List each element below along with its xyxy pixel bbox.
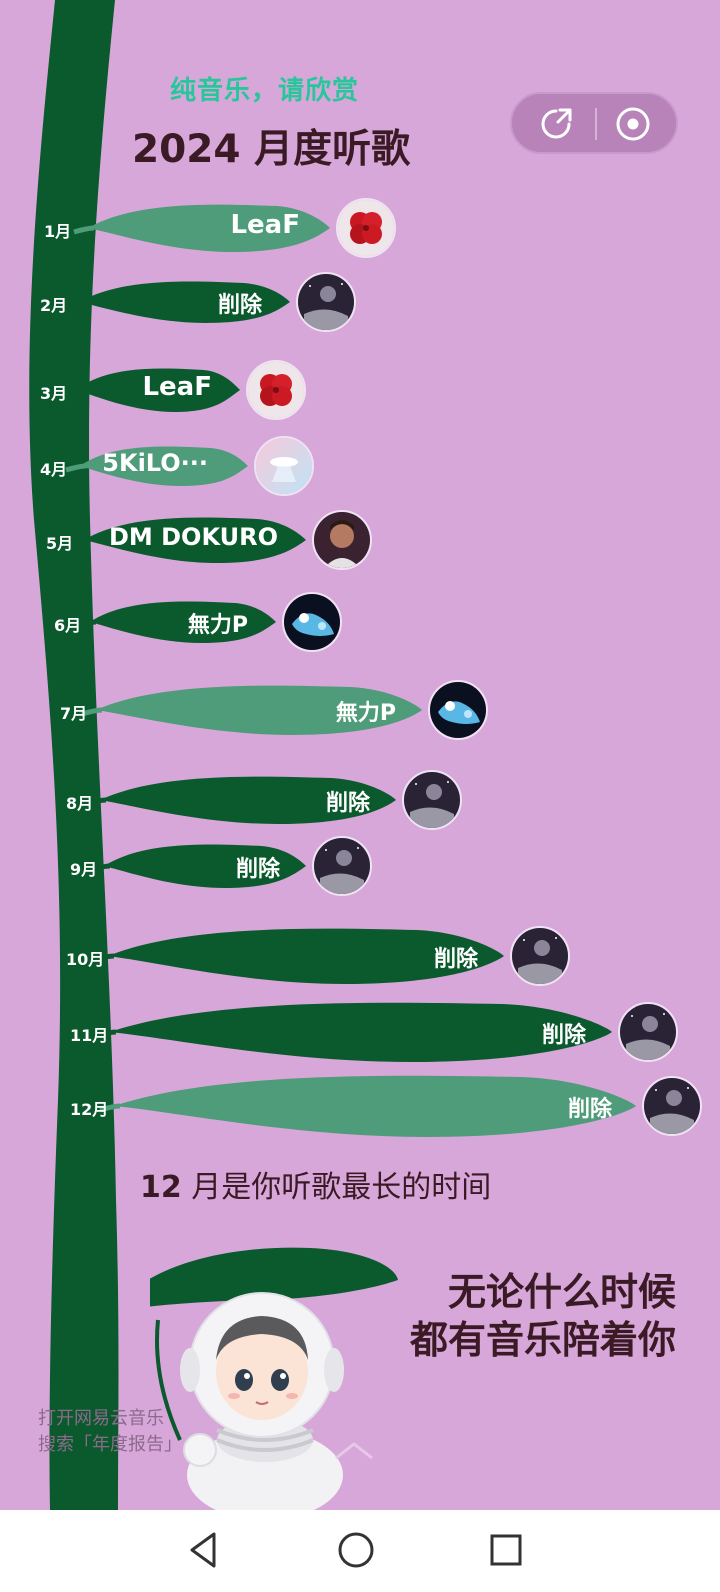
target-button[interactable] [615,106,651,142]
month-artist-name: 削除 [325,790,370,816]
month-artist-name: 削除 [235,856,280,882]
leaves-layer [61,204,636,1137]
nav-back-button[interactable] [180,1526,228,1574]
month-artist-name: LeaF [142,371,212,402]
artist-avatar[interactable] [402,770,462,830]
month-label: 9月 [70,860,98,879]
summary-text: 12 月是你听歌最长的时间 [140,1162,491,1206]
month-label: 7月 [60,704,88,723]
artist-avatar[interactable] [428,680,488,740]
hint-line-2: 搜索「年度报告」 [38,1434,182,1455]
home-circle-icon [338,1532,374,1568]
target-circle-icon [616,107,650,141]
month-artist-name: DM DOKURO [108,523,278,552]
back-triangle-icon [190,1532,216,1568]
month-leaf [96,685,422,735]
month-label: 8月 [66,794,94,813]
artist-avatar[interactable] [312,510,372,570]
toolbar-capsule [510,92,678,154]
month-leaf [84,517,306,563]
month-leaf [110,1002,612,1062]
page-title: 2024 月度听歌 [132,127,411,172]
artist-avatar[interactable] [312,836,372,896]
month-artist-name: 無力P [335,700,396,726]
artist-avatar[interactable] [642,1076,702,1136]
month-artist-name: 5KiLO··· [102,449,208,478]
nav-home-button[interactable] [332,1526,380,1574]
month-leaf [88,204,330,252]
closing-line-1: 无论什么时候 [447,1270,676,1314]
month-label: 10月 [66,950,105,969]
month-artist-name: LeaF [230,209,300,240]
month-artist-name: 削除 [217,292,262,318]
astronaut-mascot [150,1247,398,1510]
artist-avatar[interactable] [336,198,396,258]
month-artist-name: 削除 [567,1096,612,1122]
artist-avatar[interactable] [254,436,314,496]
month-leaf [90,601,276,643]
month-leaf [104,844,306,888]
toolbar-divider [595,108,597,140]
month-artist-name: 削除 [433,946,478,972]
month-artist-name: 無力P [187,612,248,638]
nav-recents-button[interactable] [482,1526,530,1574]
plant-stem [29,0,119,1510]
month-label: 5月 [46,534,74,553]
search-hint: 打开网易云音乐 搜索「年度报告」 [38,1406,182,1458]
share-arrow-icon [541,108,572,139]
summary-sentence: 月是你听歌最长的时间 [181,1170,492,1205]
tagline: 纯音乐，请欣赏 [170,76,360,106]
month-label: 4月 [40,460,68,479]
system-nav-bar [0,1510,720,1592]
month-leaf [80,281,290,323]
month-label: 2月 [40,296,68,315]
summary-month: 12 [140,1170,182,1205]
month-label: 3月 [40,384,68,403]
artist-avatar[interactable] [618,1002,678,1062]
artist-avatar[interactable] [510,926,570,986]
hint-line-1: 打开网易云音乐 [38,1408,164,1429]
closing-line-2: 都有音乐陪着你 [409,1318,676,1362]
month-label: 12月 [70,1100,109,1119]
artist-avatar[interactable] [246,360,306,420]
month-artist-name: 削除 [541,1022,586,1048]
closing-message: 无论什么时候 都有音乐陪着你 [410,1268,676,1364]
artist-avatar[interactable] [296,272,356,332]
artist-avatar[interactable] [282,592,342,652]
report-page: 纯音乐，请欣赏 2024 月度听歌 1月 LeaF 2月 削除 3月 LeaF [29,0,702,1510]
share-button[interactable] [538,106,574,142]
recents-square-icon [490,1534,522,1566]
month-leaf [114,1075,636,1137]
month-leaf [108,928,504,984]
month-leaf [80,446,248,486]
month-leaf [100,776,396,824]
month-label: 1月 [44,222,72,241]
month-label: 6月 [54,616,82,635]
month-leaf [76,368,240,412]
month-label: 11月 [70,1026,109,1045]
